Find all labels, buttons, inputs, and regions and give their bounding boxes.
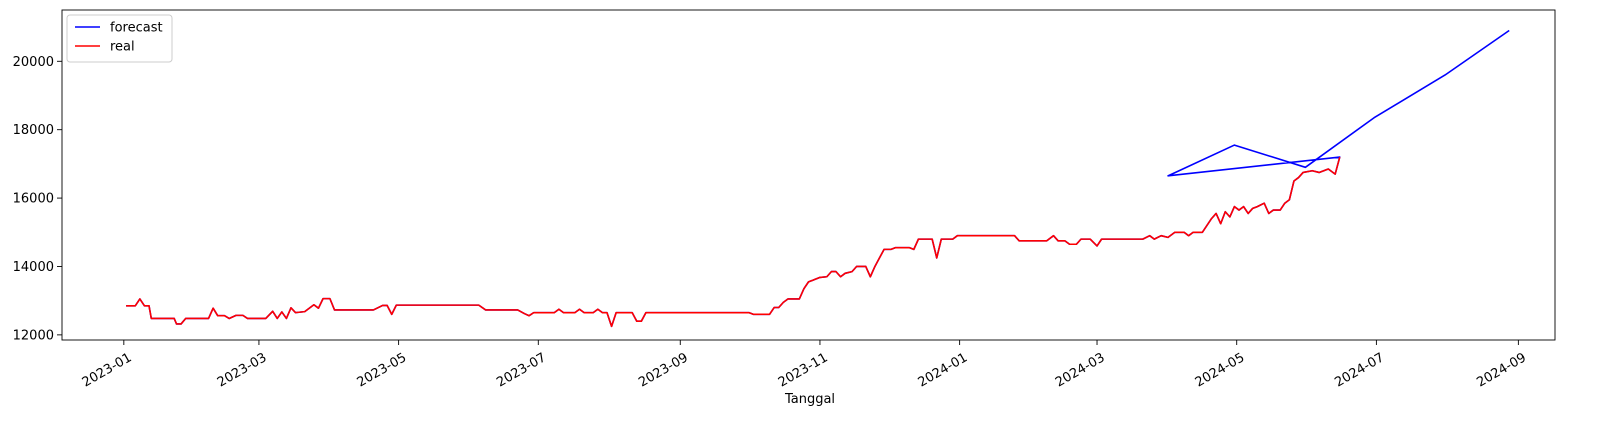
y-tick-label: 14000 [13, 260, 54, 275]
y-tick-label: 16000 [13, 192, 54, 207]
y-tick-label: 18000 [13, 123, 54, 138]
legend-label-forecast: forecast [110, 21, 163, 36]
plot-area [61, 9, 1556, 341]
legend-label-real: real [110, 40, 135, 55]
y-axis: 12000 14000 16000 18000 20000 [13, 55, 62, 343]
series-line-real [126, 156, 1341, 328]
plot-frame [61, 9, 1556, 341]
x-axis-label: Tanggal [784, 392, 835, 407]
y-tick-label: 20000 [13, 55, 54, 70]
legend: forecast real [66, 14, 173, 63]
y-tick-label: 12000 [13, 328, 54, 343]
